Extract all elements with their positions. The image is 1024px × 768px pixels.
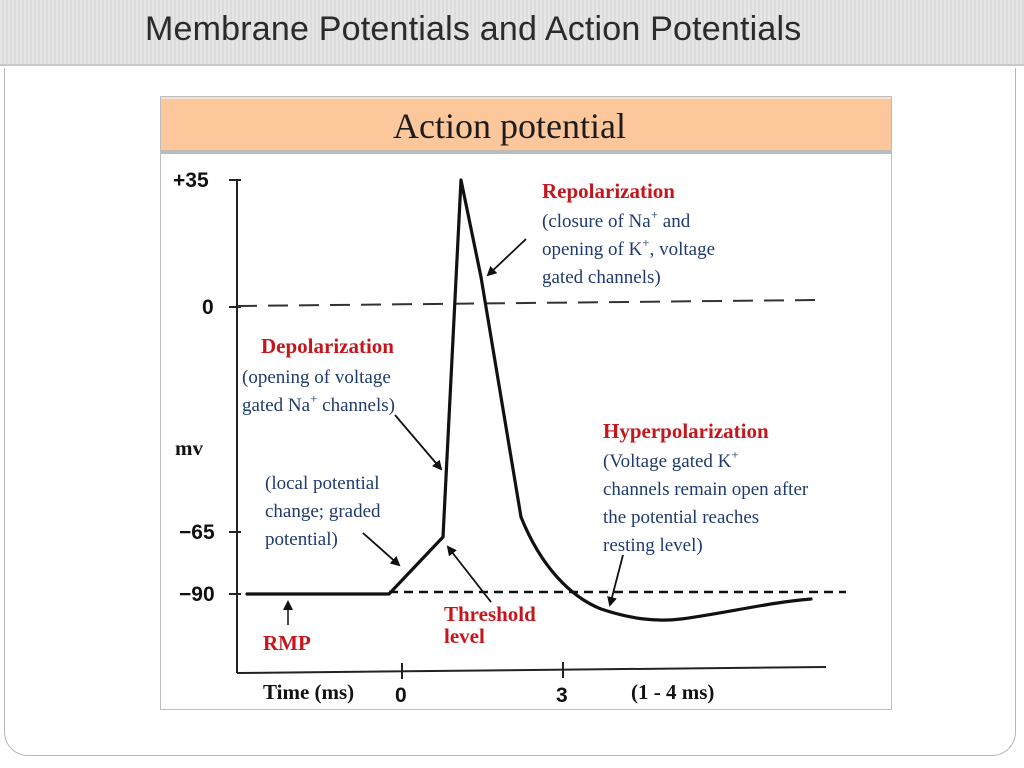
depolarization-line2-text: gated Na xyxy=(242,395,311,416)
hyperpolarization-arrow xyxy=(607,554,624,607)
x-tick-label: 0 xyxy=(395,684,407,707)
local-potential-line1: (local potential xyxy=(265,473,379,494)
action-potential-curve xyxy=(245,178,813,622)
depolarization-line1: (opening of voltage xyxy=(242,367,391,388)
local-potential-arrow xyxy=(362,532,401,567)
depolarization-line2: gated Na+ channels) xyxy=(242,391,395,416)
zero-reference-line xyxy=(236,299,817,307)
rmp-label: RMP xyxy=(263,631,311,655)
repolarization-line1-text: (closure of Na xyxy=(542,211,651,232)
superscript-plus: + xyxy=(651,207,658,222)
slide-frame xyxy=(4,68,1016,756)
hyperpolarization-line1: (Voltage gated K+ xyxy=(603,447,739,472)
x-axis xyxy=(236,666,827,674)
repolarization-line3: gated channels) xyxy=(542,267,661,288)
action-potential-plot: +35 0 −65 −90 mv Time (ms) 0 3 (1 - 4 ms… xyxy=(173,169,846,707)
y-tick-label: 0 xyxy=(202,296,214,319)
local-potential-line2: change; graded xyxy=(265,501,381,522)
slide-title: Membrane Potentials and Action Potential… xyxy=(145,10,802,48)
x-axis-label: Time (ms) xyxy=(263,680,354,704)
slide-title-bar: Membrane Potentials and Action Potential… xyxy=(0,0,1024,66)
threshold-label-line1: Threshold xyxy=(444,602,536,626)
repolarization-line1: (closure of Na+ and xyxy=(542,207,691,232)
superscript-plus: + xyxy=(310,391,317,406)
superscript-plus: + xyxy=(731,447,738,462)
repolarization-arrow xyxy=(486,238,527,277)
depolarization-arrow xyxy=(394,414,443,471)
y-axis-label: mv xyxy=(175,436,203,460)
y-tick-label: +35 xyxy=(173,169,209,192)
hyperpolarization-line3: the potential reaches xyxy=(603,507,759,528)
hyperpolarization-line1-text: (Voltage gated K xyxy=(603,451,732,472)
repolarization-line2: opening of K+, voltage xyxy=(542,235,715,260)
threshold-arrow xyxy=(446,545,492,603)
x-tick-label: 3 xyxy=(556,684,568,707)
x-range-note: (1 - 4 ms) xyxy=(631,680,714,704)
repolarization-line2-end: , voltage xyxy=(650,239,715,260)
hyperpolarization-line4: resting level) xyxy=(603,535,703,556)
superscript-plus: + xyxy=(642,235,649,250)
y-tick-label: −90 xyxy=(179,583,215,606)
figure-banner: Action potential xyxy=(161,97,891,154)
local-potential-line3: potential) xyxy=(265,529,338,550)
repolarization-line1-end: and xyxy=(658,211,691,232)
repolarization-line2-text: opening of K xyxy=(542,239,643,260)
y-tick-label: −65 xyxy=(179,521,215,544)
depolarization-line2-end: channels) xyxy=(317,395,395,416)
action-potential-figure: Action potential +35 0 −65 −90 mv Time (… xyxy=(160,96,892,710)
depolarization-heading: Depolarization xyxy=(261,334,394,358)
hyperpolarization-heading: Hyperpolarization xyxy=(603,419,769,443)
threshold-label-line2: level xyxy=(444,624,485,648)
repolarization-heading: Repolarization xyxy=(542,179,675,203)
figure-banner-title: Action potential xyxy=(393,106,626,146)
hyperpolarization-line2: channels remain open after xyxy=(603,479,809,500)
